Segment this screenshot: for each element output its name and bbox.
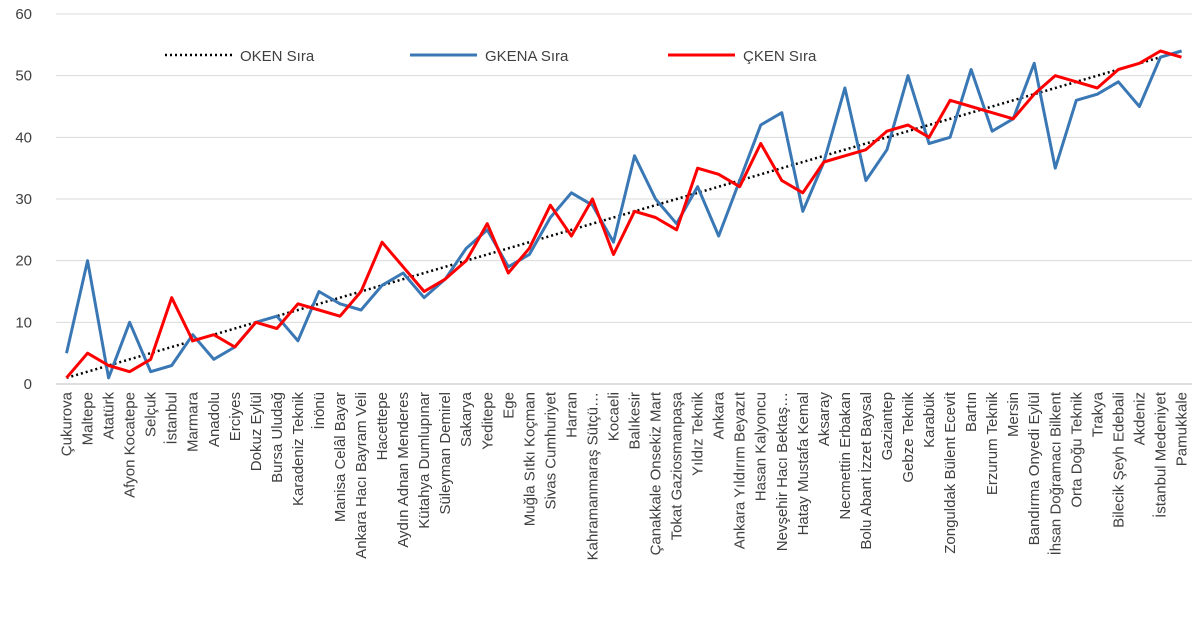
x-tick-label: Yeditepe xyxy=(479,392,496,450)
x-tick-label: İstanbul xyxy=(163,392,181,445)
x-tick-label: Muğla Sıtkı Koçman xyxy=(521,392,538,526)
x-tick-label: Gebze Teknik xyxy=(900,392,917,483)
y-tick-label: 10 xyxy=(15,314,32,331)
x-tick-label: Zonguldak Bülent Ecevit xyxy=(942,391,959,554)
x-tick-label: Ankara Hacı Bayram Veli xyxy=(353,392,370,559)
y-tick-label: 50 xyxy=(15,68,32,85)
x-tick-label: Orta Doğu Teknik xyxy=(1068,392,1085,508)
x-tick-label: Marmara xyxy=(185,391,202,452)
x-tick-label: Bilecik Şeyh Edebali xyxy=(1110,392,1127,528)
x-tick-label: Hatay Mustafa Kemal xyxy=(795,392,812,535)
x-tick-label: Erciyes xyxy=(227,392,244,441)
x-tick-label: Kocaeli xyxy=(605,392,622,441)
x-tick-label: Karabük xyxy=(921,392,938,448)
x-tick-label: Hasan Kalyoncu xyxy=(753,392,770,501)
x-tick-label: Manisa Celâl Bayar xyxy=(332,392,349,522)
x-tick-label: Anadolu xyxy=(206,392,223,447)
x-tick-label: Maltepe xyxy=(80,392,97,445)
x-tick-label: Aydın Adnan Menderes xyxy=(395,392,412,548)
x-tick-label: Necmettin Erbakan xyxy=(837,392,854,520)
x-tick-label: Ankara xyxy=(711,391,728,439)
x-tick-label: Aksaray xyxy=(816,392,833,447)
x-tick-label: Selçuk xyxy=(143,392,160,438)
x-tick-label: Harran xyxy=(563,392,580,438)
x-tick-label: Sakarya xyxy=(458,391,475,447)
y-tick-label: 40 xyxy=(15,129,32,146)
series-line xyxy=(65,49,1182,379)
y-tick-label: 60 xyxy=(15,6,32,23)
legend-label: ÇKEN Sıra xyxy=(743,48,817,65)
legend-label: OKEN Sıra xyxy=(240,48,315,65)
x-tick-label: Trakya xyxy=(1089,391,1106,437)
x-tick-label: İstanbul Medeniyet xyxy=(1151,391,1169,518)
x-tick-label: Akdeniz xyxy=(1131,392,1148,445)
x-tick-label: İnönü xyxy=(310,392,328,430)
x-tick-label: Bartın xyxy=(963,392,980,432)
x-tick-label: Karadeniz Teknik xyxy=(290,392,307,506)
x-tick-label: Nevşehir Hacı Bektaş… xyxy=(774,392,791,551)
x-tick-label: Tokat Gaziosmanpaşa xyxy=(669,391,686,540)
x-tick-label: Erzurum Teknik xyxy=(984,392,1001,496)
series-line xyxy=(66,49,1182,380)
x-tick-label: Süleyman Demirel xyxy=(437,392,454,515)
x-tick-label: Çukurova xyxy=(59,391,76,456)
x-tick-label: Ege xyxy=(500,392,517,419)
x-tick-label: Kahramanmaraş Sütçü… xyxy=(584,392,601,560)
legend-label: GKENA Sıra xyxy=(485,48,569,65)
x-tick-label: Yıldız Teknik xyxy=(690,392,707,476)
x-tick-label: Mersin xyxy=(1005,392,1022,437)
y-tick-label: 0 xyxy=(24,376,32,393)
x-tick-label: Sivas Cumhuriyet xyxy=(542,391,559,509)
x-tick-label: Bolu Abant İzzet Baysal xyxy=(857,392,875,550)
x-tick-label: Ankara Yıldırım Beyazıt xyxy=(732,391,749,549)
x-tick-label: Bandırma Onyedi Eylül xyxy=(1026,392,1043,545)
x-tick-label: Atatürk xyxy=(101,392,118,440)
x-tick-label: Kütahya Dumlupınar xyxy=(416,392,433,529)
y-tick-label: 30 xyxy=(15,191,32,208)
y-tick-label: 20 xyxy=(15,253,32,270)
x-tick-label: Çanakkale Onsekiz Mart xyxy=(648,391,665,555)
x-tick-label: İhsan Doğramacı Bilkent xyxy=(1046,391,1064,555)
x-tick-label: Dokuz Eylül xyxy=(248,392,265,471)
x-tick-label: Afyon Kocatepe xyxy=(122,392,139,498)
x-tick-label: Bursa Uludağ xyxy=(269,392,286,483)
x-tick-label: Balıkesir xyxy=(627,392,644,450)
x-tick-label: Gaziantep xyxy=(879,392,896,460)
x-tick-label: Hacettepe xyxy=(374,392,391,460)
x-tick-label: Pamukkale xyxy=(1173,392,1190,466)
